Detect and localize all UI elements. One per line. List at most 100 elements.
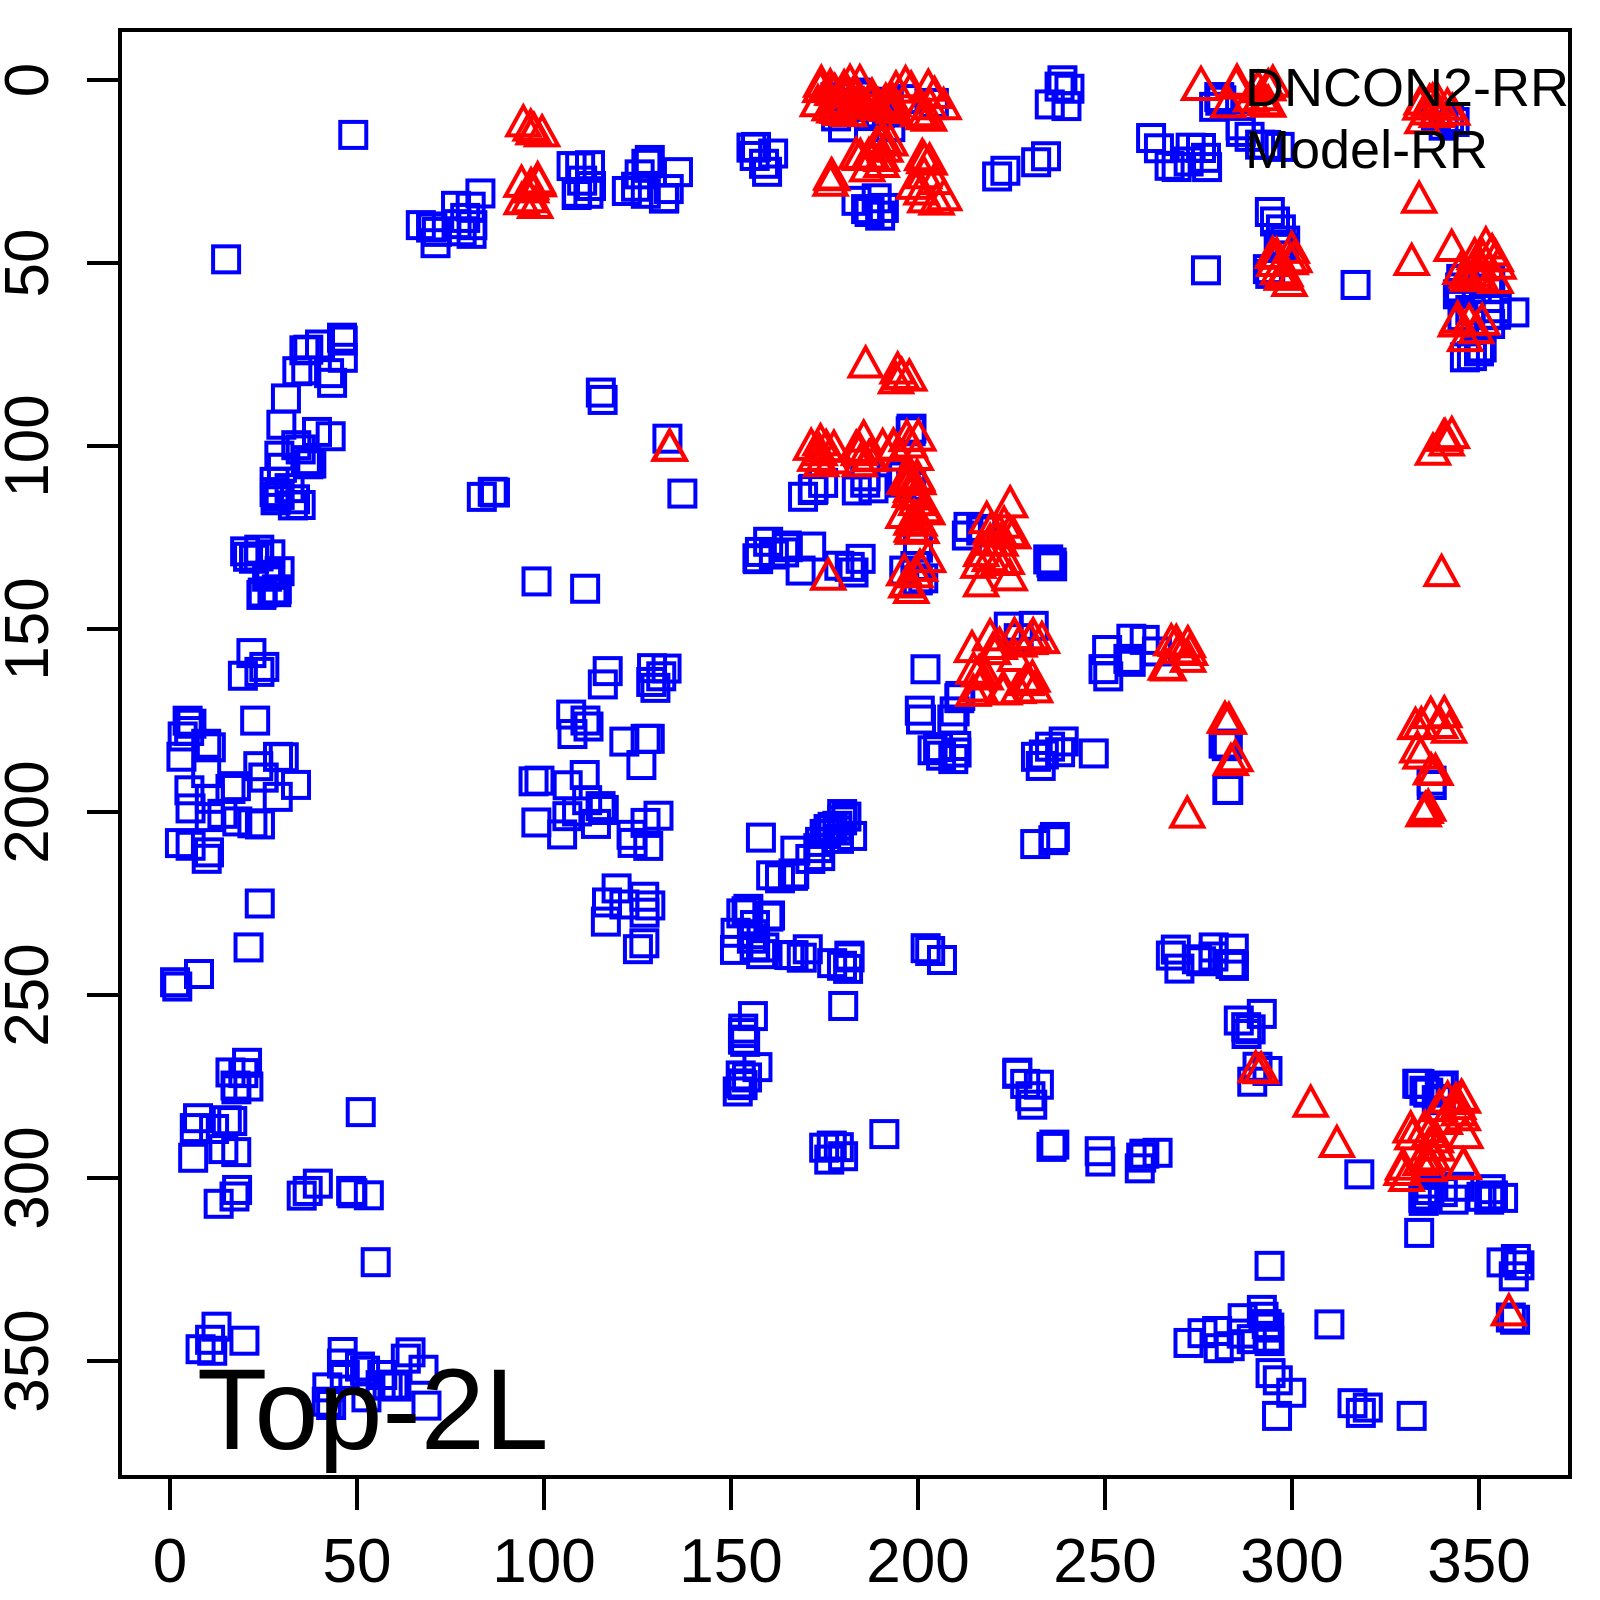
dncon2-rr-point [1420,1087,1459,1123]
model-rr-point [910,933,941,964]
model-rr-point [1264,131,1295,162]
model-rr-point [1048,726,1079,757]
model-rr-point [652,423,683,454]
model-rr-point [1248,1301,1279,1332]
dncon2-rr-point [1408,786,1448,822]
model-rr-point [1160,934,1191,965]
model-rr-point [270,383,301,414]
model-rr-point [826,950,857,981]
model-rr-point [797,475,828,506]
model-rr-point [1031,141,1062,172]
dncon2-rr-point [886,563,926,599]
dncon2-rr-point [1418,81,1458,117]
model-rr-point [1020,829,1051,860]
model-rr-point [573,711,604,742]
model-rr-point [817,948,848,979]
x-axis-tick-label: 250 [1053,1527,1156,1596]
model-rr-point [906,704,937,735]
model-rr-point [360,1247,391,1278]
model-rr-point [175,830,206,861]
dncon2-rr-point [1416,1118,1456,1154]
dncon2-rr-point [1409,1146,1449,1183]
model-rr-point [1251,1309,1282,1340]
model-rr-point [162,971,193,1002]
model-rr-point [1021,147,1052,178]
model-rr-point [634,144,665,175]
x-axis-tick-label: 100 [492,1527,595,1596]
dncon2-rr-point [1410,1112,1449,1148]
model-rr-point [982,161,1013,192]
dncon2-rr-point [952,627,992,664]
model-rr-point [465,178,496,209]
dncon2-rr-point [1010,619,1050,656]
dncon2-rr-point [915,159,955,196]
model-rr-point [219,1181,250,1212]
model-rr-point [653,174,684,205]
model-rr-point [327,325,358,356]
model-rr-point [326,1348,357,1379]
x-axis-tick-label: 200 [866,1527,969,1596]
y-axis-tick-label: 150 [0,577,62,680]
dncon2-rr-point [990,511,1029,548]
model-rr-point [277,490,308,521]
model-rr-point [353,1180,384,1211]
model-rr-point [311,1386,342,1417]
dncon2-rr-point [987,539,1027,575]
model-rr-point [575,171,606,202]
y-axis-tick-label: 50 [0,229,62,298]
model-rr-point [585,791,616,822]
model-rr-point [587,384,618,415]
model-rr-point [1202,1315,1233,1346]
dncon2-rr-point [1265,252,1305,288]
model-rr-point [736,923,767,954]
model-rr-point [1337,1388,1368,1419]
model-rr-point [521,566,552,597]
model-rr-point [1164,953,1195,984]
model-rr-point [178,1142,209,1173]
dncon2-rr-point [1455,252,1495,288]
model-rr-point [1231,1019,1262,1050]
model-rr-point [556,151,587,182]
model-rr-point [183,1103,214,1134]
dncon2-rr-point [1291,1082,1331,1118]
model-rr-point [1203,1333,1234,1364]
dncon2-rr-point [1160,629,1200,665]
model-rr-point [636,666,667,697]
dncon2-rr-point [1015,668,1055,704]
dncon2-rr-point [840,135,880,172]
model-rr-point [910,654,941,685]
model-rr-point [764,863,795,894]
dncon2-rr-point [959,543,998,579]
dncon2-rr-point [510,178,549,214]
model-rr-point [285,434,316,465]
model-rr-point [629,928,660,959]
model-rr-point [227,660,258,691]
dncon2-rr-point [846,343,886,379]
model-rr-point [1340,269,1371,300]
model-rr-point [1344,1159,1375,1190]
dncon2-rr-point [514,110,554,146]
legend-label-dncon2: DNCON2-RR [1245,58,1569,118]
model-rr-point [640,672,671,703]
model-rr-point [720,917,751,948]
model-rr-point [805,826,836,857]
dncon2-rr-point [993,514,1033,550]
model-rr-point [1173,1327,1204,1358]
dncon2-rr-point [1443,1096,1483,1132]
dncon2-rr-point [890,461,930,497]
model-rr-point [179,1113,210,1144]
model-rr-point [1444,1171,1475,1202]
dncon2-rr-point [1208,83,1248,119]
dncon2-rr-points-layer [502,61,1529,1327]
dncon2-rr-point [1428,85,1467,121]
dncon2-rr-point [902,136,942,172]
dncon2-rr-point [515,183,555,219]
model-rr-point [1466,1181,1497,1212]
dncon2-rr-point [961,531,1001,568]
model-rr-point [1255,1358,1286,1389]
dncon2-rr-point [966,655,1005,691]
model-rr-point [1044,71,1075,102]
dncon2-rr-point [806,426,846,463]
model-rr-point [1404,1217,1435,1248]
model-rr-point [869,1119,900,1150]
